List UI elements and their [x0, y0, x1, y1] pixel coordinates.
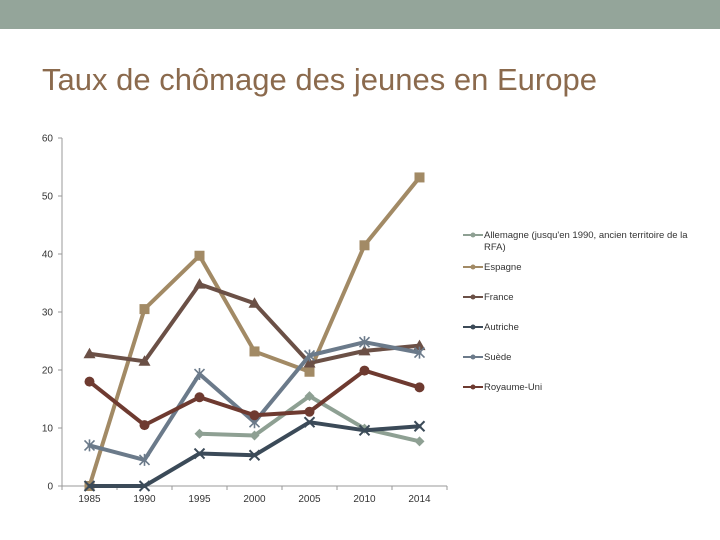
series-0-point-1995	[194, 428, 205, 439]
series-3-point-1995	[193, 447, 206, 460]
title-bar-band	[0, 0, 720, 29]
series-2-point-2010	[358, 344, 371, 356]
series-4-point-2010	[358, 336, 371, 349]
series-3-point-1990	[138, 480, 151, 492]
y-tick-label-30: 30	[42, 308, 54, 319]
series-2-point-1990	[138, 355, 151, 366]
legend-label-5: Royaume-Uni	[484, 382, 543, 393]
series-1-point-2010	[359, 240, 370, 251]
series-4-point-2014	[413, 346, 426, 359]
series-1-point-1990	[139, 304, 150, 315]
y-tick-label-0: 0	[47, 482, 53, 493]
legend-label-2: France	[484, 292, 514, 303]
series-3-point-2000	[248, 449, 261, 461]
series-3-point-2010	[358, 424, 371, 437]
series-1-point-2005	[304, 366, 315, 377]
series-1-point-1995	[194, 250, 205, 261]
legend-label-0: Allemagne (jusqu'en 1990, ancien territo…	[484, 230, 688, 253]
series-0-point-2005	[304, 391, 315, 402]
legend-swatch-4	[463, 354, 483, 360]
series-3-point-2005	[303, 416, 316, 428]
series-5-point-1985	[84, 376, 95, 387]
series-0-point-2000	[249, 430, 260, 441]
legend-swatch-1	[463, 264, 483, 270]
series-3-point-2014	[413, 420, 426, 432]
series-2-point-2005	[303, 357, 316, 368]
x-tick-label-2014: 2014	[408, 494, 431, 505]
series-2-point-2014	[413, 339, 426, 351]
legend-label-4: Suède	[484, 352, 512, 363]
y-tick-label-40: 40	[42, 250, 54, 261]
series-5-point-1990	[139, 420, 150, 431]
series-5-point-1995	[194, 392, 205, 403]
series-3-point-1985	[83, 480, 96, 492]
series-4-point-1985	[83, 439, 96, 452]
x-tick-label-1985: 1985	[78, 494, 101, 505]
x-tick-label-1995: 1995	[188, 494, 211, 505]
series-5-point-2010	[359, 365, 370, 376]
legend-swatch-0	[463, 232, 483, 238]
series-2-point-1995	[193, 278, 206, 289]
x-tick-label-2005: 2005	[298, 494, 321, 505]
series-0-point-2014	[414, 436, 425, 447]
legend-swatch-3	[463, 324, 483, 330]
series-4-point-2005	[303, 349, 316, 362]
y-tick-label-10: 10	[42, 424, 54, 435]
series-4-point-1990	[138, 453, 151, 466]
series-5-point-2005	[304, 406, 315, 417]
series-2-point-2000	[248, 297, 261, 308]
legend-label-3: Autriche	[484, 322, 519, 333]
legend-swatch-2	[463, 294, 483, 300]
series-5-point-2000	[249, 410, 260, 421]
y-tick-label-20: 20	[42, 366, 54, 377]
series-5-point-2014	[414, 382, 425, 393]
x-tick-label-2010: 2010	[353, 494, 376, 505]
legend-swatch-5	[463, 384, 483, 390]
y-tick-label-60: 60	[42, 134, 54, 145]
series-2-point-1985	[83, 347, 96, 359]
slide-title: Taux de chômage des jeunes en Europe	[42, 62, 597, 97]
series-1-point-2000	[249, 346, 260, 357]
x-tick-label-2000: 2000	[243, 494, 266, 505]
legend-label-1: Espagne	[484, 262, 522, 273]
y-tick-label-50: 50	[42, 192, 54, 203]
x-tick-label-1990: 1990	[133, 494, 156, 505]
series-1-point-2014	[414, 172, 425, 183]
series-4-point-1995	[193, 368, 206, 381]
